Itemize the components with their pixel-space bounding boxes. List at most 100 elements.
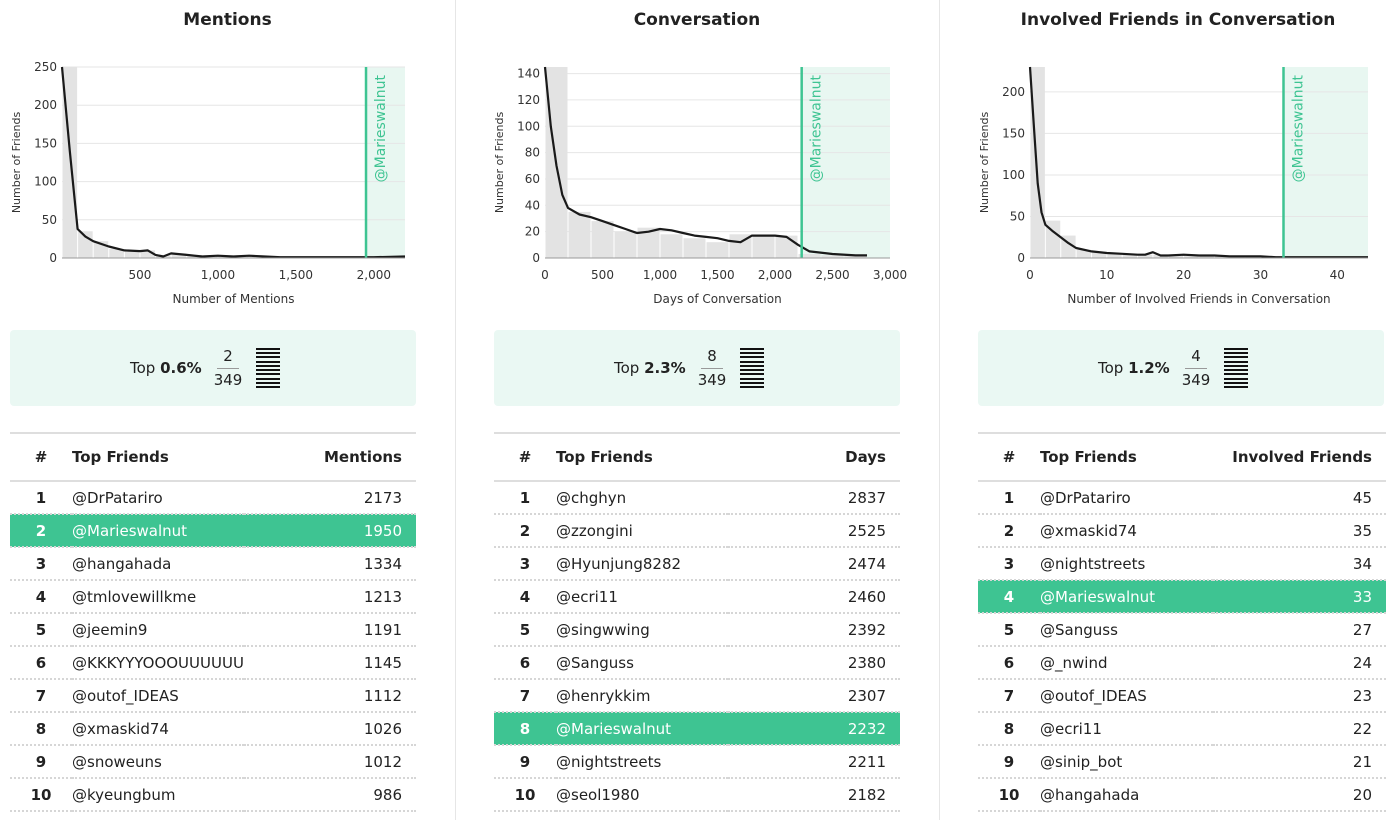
rank-denominator: 349 <box>697 370 727 389</box>
row-value: 2182 <box>728 778 900 812</box>
table-row[interactable]: 1 @chghyn 2837 <box>494 481 900 515</box>
histogram-bar <box>706 242 729 258</box>
table-row[interactable]: 9 @nightstreets 2211 <box>494 745 900 779</box>
friend-handle: @hangahada <box>72 547 244 581</box>
friend-handle: @Hyunjung8282 <box>556 547 728 581</box>
table-row[interactable]: 8 @Marieswalnut 2232 <box>494 712 900 746</box>
row-value: 1026 <box>244 712 416 746</box>
rank-fraction: 8 349 <box>697 347 727 389</box>
x-tick-label: 1,500 <box>700 268 734 282</box>
rank-percent: 1.2% <box>1128 359 1170 377</box>
table-row[interactable]: 9 @sinip_bot 21 <box>978 745 1386 779</box>
histogram-bar <box>1199 256 1214 258</box>
row-rank: 5 <box>978 613 1040 647</box>
table-row[interactable]: 7 @outof_IDEAS 23 <box>978 679 1386 713</box>
row-value: 2307 <box>728 679 900 713</box>
table-row[interactable]: 10 @kyeungbum 986 <box>10 778 416 812</box>
y-tick-label: 200 <box>34 98 57 112</box>
column-header-value: Mentions <box>244 432 416 482</box>
marker-label: @Marieswalnut <box>373 74 389 182</box>
row-value: 45 <box>1213 481 1386 515</box>
column-header-rank: # <box>978 432 1040 482</box>
marker-region <box>801 67 890 258</box>
table-row[interactable]: 1 @DrPatariro 45 <box>978 481 1386 515</box>
row-value: 986 <box>244 778 416 812</box>
y-tick-label: 60 <box>525 172 540 186</box>
y-axis-label: Number of Friends <box>978 112 991 214</box>
table-row[interactable]: 4 @ecri11 2460 <box>494 580 900 614</box>
row-value: 22 <box>1213 712 1386 746</box>
table-row[interactable]: 10 @seol1980 2182 <box>494 778 900 812</box>
x-tick-label: 2,000 <box>758 268 792 282</box>
y-tick-label: 100 <box>34 175 57 189</box>
row-rank: 10 <box>978 778 1040 812</box>
table-row[interactable]: 8 @ecri11 22 <box>978 712 1386 746</box>
table-row[interactable]: 3 @hangahada 1334 <box>10 547 416 581</box>
x-axis-label: Number of Involved Friends in Conversati… <box>1067 292 1330 306</box>
marker-region <box>1283 67 1368 258</box>
row-value: 24 <box>1213 646 1386 680</box>
table-row[interactable]: 5 @Sanguss 27 <box>978 613 1386 647</box>
friend-handle: @DrPatariro <box>1040 481 1213 515</box>
row-value: 2525 <box>728 514 900 548</box>
row-rank: 6 <box>978 646 1040 680</box>
table-row[interactable]: 5 @singwwing 2392 <box>494 613 900 647</box>
row-value: 1191 <box>244 613 416 647</box>
histogram-bar <box>568 211 591 258</box>
rank-summary-box: Top 0.6% 2 349 <box>10 330 416 406</box>
y-tick-label: 100 <box>1002 168 1025 182</box>
table-row[interactable]: 9 @snoweuns 1012 <box>10 745 416 779</box>
x-tick-label: 30 <box>1253 268 1268 282</box>
row-rank: 5 <box>494 613 556 647</box>
y-axis-label: Number of Friends <box>10 112 23 214</box>
table-row[interactable]: 2 @Marieswalnut 1950 <box>10 514 416 548</box>
x-tick-label: 0 <box>541 268 549 282</box>
friend-handle: @singwwing <box>556 613 728 647</box>
histogram-bar <box>660 234 683 258</box>
table-row[interactable]: 3 @Hyunjung8282 2474 <box>494 547 900 581</box>
x-tick-label: 1,500 <box>279 268 313 282</box>
table-row[interactable]: 6 @_nwind 24 <box>978 646 1386 680</box>
table-row[interactable]: 7 @outof_IDEAS 1112 <box>10 679 416 713</box>
histogram-bar <box>775 235 798 258</box>
density-line <box>543 66 867 257</box>
rank-percent: 2.3% <box>644 359 686 377</box>
rank-numerator: 2 <box>217 347 239 369</box>
table-row[interactable]: 1 @DrPatariro 2173 <box>10 481 416 515</box>
table-row[interactable]: 8 @xmaskid74 1026 <box>10 712 416 746</box>
histogram-bar <box>124 250 140 258</box>
table-row[interactable]: 3 @nightstreets 34 <box>978 547 1386 581</box>
marker-region <box>366 67 405 258</box>
stacked-bars-icon <box>1224 348 1249 388</box>
y-tick-label: 40 <box>525 198 540 212</box>
column-header-value: Involved Friends <box>1213 432 1386 482</box>
row-value: 2460 <box>728 580 900 614</box>
top-friends-table: # Top Friends Involved Friends 1 @DrPatar… <box>978 432 1386 812</box>
table-row[interactable]: 4 @Marieswalnut 33 <box>978 580 1386 614</box>
table-row[interactable]: 5 @jeemin9 1191 <box>10 613 416 647</box>
rank-numerator: 4 <box>1185 347 1207 369</box>
row-rank: 4 <box>978 580 1040 614</box>
table-row[interactable]: 2 @zzongini 2525 <box>494 514 900 548</box>
friend-handle: @_nwind <box>1040 646 1213 680</box>
row-rank: 5 <box>10 613 72 647</box>
histogram-bar <box>1184 255 1199 258</box>
row-rank: 2 <box>978 514 1040 548</box>
table-row[interactable]: 4 @tmlovewillkme 1213 <box>10 580 416 614</box>
stacked-bars-icon <box>256 348 281 388</box>
x-tick-label: 500 <box>591 268 614 282</box>
rank-fraction: 2 349 <box>214 347 243 389</box>
histogram-bar <box>614 231 637 258</box>
table-row[interactable]: 6 @KKKYYYOOOUUUUUU 1145 <box>10 646 416 680</box>
density-line <box>1028 66 1368 259</box>
table-row[interactable]: 7 @henrykkim 2307 <box>494 679 900 713</box>
table-row[interactable]: 2 @xmaskid74 35 <box>978 514 1386 548</box>
y-tick-label: 150 <box>1002 126 1025 140</box>
y-tick-label: 20 <box>525 225 540 239</box>
row-rank: 7 <box>494 679 556 713</box>
table-row[interactable]: 10 @hangahada 20 <box>978 778 1386 812</box>
rank-summary-box: Top 2.3% 8 349 <box>494 330 900 406</box>
marker-label: @Marieswalnut <box>1291 74 1307 182</box>
table-row[interactable]: 6 @Sanguss 2380 <box>494 646 900 680</box>
histogram-bar <box>1091 252 1107 258</box>
